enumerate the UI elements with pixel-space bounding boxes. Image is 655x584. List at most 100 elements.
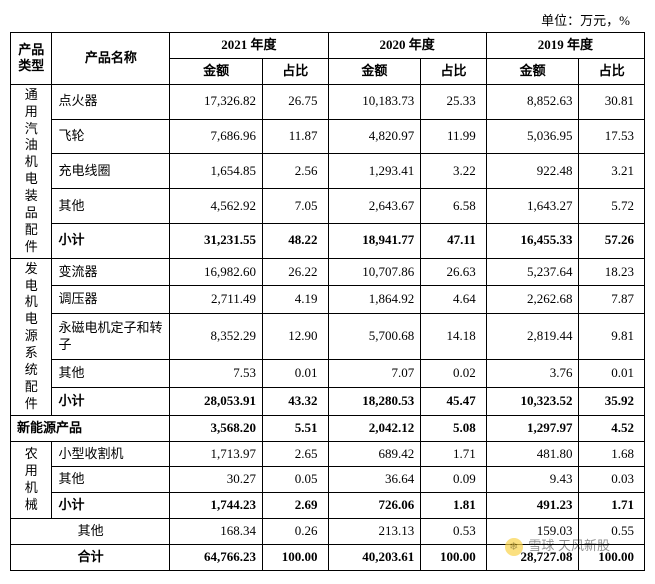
cell-percent: 47.11 [421,223,486,258]
th-product-name: 产品名称 [52,33,170,85]
cell-percent: 45.47 [421,387,486,415]
cell-amount: 2,643.67 [328,189,421,224]
category-cell: 发电机电源系统配件 [11,258,52,415]
cell-percent: 9.81 [579,314,645,360]
cell-percent: 7.05 [263,189,328,224]
cell-percent: 0.03 [579,467,645,493]
cell-amount: 30.27 [170,467,263,493]
cell-amount: 16,982.60 [170,258,263,286]
cell-amount: 7,686.96 [170,119,263,154]
cell-amount: 18,941.77 [328,223,421,258]
total-row: 合计64,766.23100.0040,203.61100.0028,727.0… [11,545,645,571]
cell-amount: 10,183.73 [328,84,421,119]
cell-amount: 726.06 [328,493,421,519]
th-year-1: 2020 年度 [328,33,486,59]
name-cell: 合计 [11,545,170,571]
cell-percent: 2.56 [263,154,328,189]
name-cell: 其他 [52,360,170,388]
cell-amount: 17,326.82 [170,84,263,119]
name-cell: 飞轮 [52,119,170,154]
cell-amount: 1,713.97 [170,441,263,467]
cell-amount: 5,700.68 [328,314,421,360]
cell-percent: 35.92 [579,387,645,415]
cell-percent: 1.68 [579,441,645,467]
name-cell: 新能源产品 [11,415,170,441]
cell-percent: 5.72 [579,189,645,224]
cell-percent: 100.00 [421,545,486,571]
cell-percent: 1.71 [579,493,645,519]
cell-percent: 26.22 [263,258,328,286]
cell-amount: 1,293.41 [328,154,421,189]
cell-amount: 168.34 [170,519,263,545]
cell-amount: 8,852.63 [486,84,579,119]
cell-percent: 0.02 [421,360,486,388]
data-table: 产品类型 产品名称 2021 年度 2020 年度 2019 年度 金额 占比 … [10,32,645,571]
cell-percent: 0.01 [263,360,328,388]
cell-amount: 8,352.29 [170,314,263,360]
cell-percent: 26.63 [421,258,486,286]
table-row: 新能源产品3,568.205.512,042.125.081,297.974.5… [11,415,645,441]
cell-percent: 6.58 [421,189,486,224]
cell-amount: 2,042.12 [328,415,421,441]
cell-amount: 7.53 [170,360,263,388]
name-cell: 充电线圈 [52,154,170,189]
table-row: 发电机电源系统配件变流器16,982.6026.2210,707.8626.63… [11,258,645,286]
name-cell: 小型收割机 [52,441,170,467]
cell-amount: 481.80 [486,441,579,467]
cell-percent: 4.52 [579,415,645,441]
cell-percent: 11.99 [421,119,486,154]
cell-amount: 3.76 [486,360,579,388]
cell-percent: 18.23 [579,258,645,286]
cell-percent: 0.53 [421,519,486,545]
table-row: 小计1,744.232.69726.061.81491.231.71 [11,493,645,519]
cell-percent: 5.08 [421,415,486,441]
name-cell: 永磁电机定子和转子 [52,314,170,360]
th-amt: 金额 [328,58,421,84]
th-product-type: 产品类型 [11,33,52,85]
cell-percent: 0.55 [579,519,645,545]
th-year-0: 2021 年度 [170,33,328,59]
cell-amount: 16,455.33 [486,223,579,258]
th-pct: 占比 [579,58,645,84]
cell-percent: 3.21 [579,154,645,189]
cell-amount: 1,744.23 [170,493,263,519]
cell-amount: 1,864.92 [328,286,421,314]
cell-percent: 57.26 [579,223,645,258]
cell-percent: 14.18 [421,314,486,360]
cell-percent: 26.75 [263,84,328,119]
table-row: 小计28,053.9143.3218,280.5345.4710,323.523… [11,387,645,415]
cell-percent: 4.64 [421,286,486,314]
cell-amount: 689.42 [328,441,421,467]
table-row: 飞轮7,686.9611.874,820.9711.995,036.9517.5… [11,119,645,154]
th-pct: 占比 [263,58,328,84]
cell-percent: 30.81 [579,84,645,119]
category-cell: 通用汽油机电装品配件 [11,84,52,258]
name-cell: 其他 [52,189,170,224]
cell-percent: 100.00 [263,545,328,571]
th-amt: 金额 [486,58,579,84]
cell-amount: 922.48 [486,154,579,189]
cell-percent: 2.65 [263,441,328,467]
name-cell: 其他 [11,519,170,545]
cell-percent: 2.69 [263,493,328,519]
cell-amount: 491.23 [486,493,579,519]
name-cell: 小计 [52,223,170,258]
name-cell: 点火器 [52,84,170,119]
table-row: 其他168.340.26213.130.53159.030.55 [11,519,645,545]
table-row: 永磁电机定子和转子8,352.2912.905,700.6814.182,819… [11,314,645,360]
cell-percent: 48.22 [263,223,328,258]
cell-percent: 0.05 [263,467,328,493]
cell-amount: 4,820.97 [328,119,421,154]
name-cell: 变流器 [52,258,170,286]
table-row: 农用机械小型收割机1,713.972.65689.421.71481.801.6… [11,441,645,467]
name-cell: 小计 [52,493,170,519]
cell-amount: 28,053.91 [170,387,263,415]
cell-amount: 159.03 [486,519,579,545]
th-year-2: 2019 年度 [486,33,644,59]
cell-amount: 1,297.97 [486,415,579,441]
cell-percent: 100.00 [579,545,645,571]
unit-line: 单位：万元，% [10,10,645,29]
cell-amount: 1,654.85 [170,154,263,189]
cell-percent: 3.22 [421,154,486,189]
th-amt: 金额 [170,58,263,84]
